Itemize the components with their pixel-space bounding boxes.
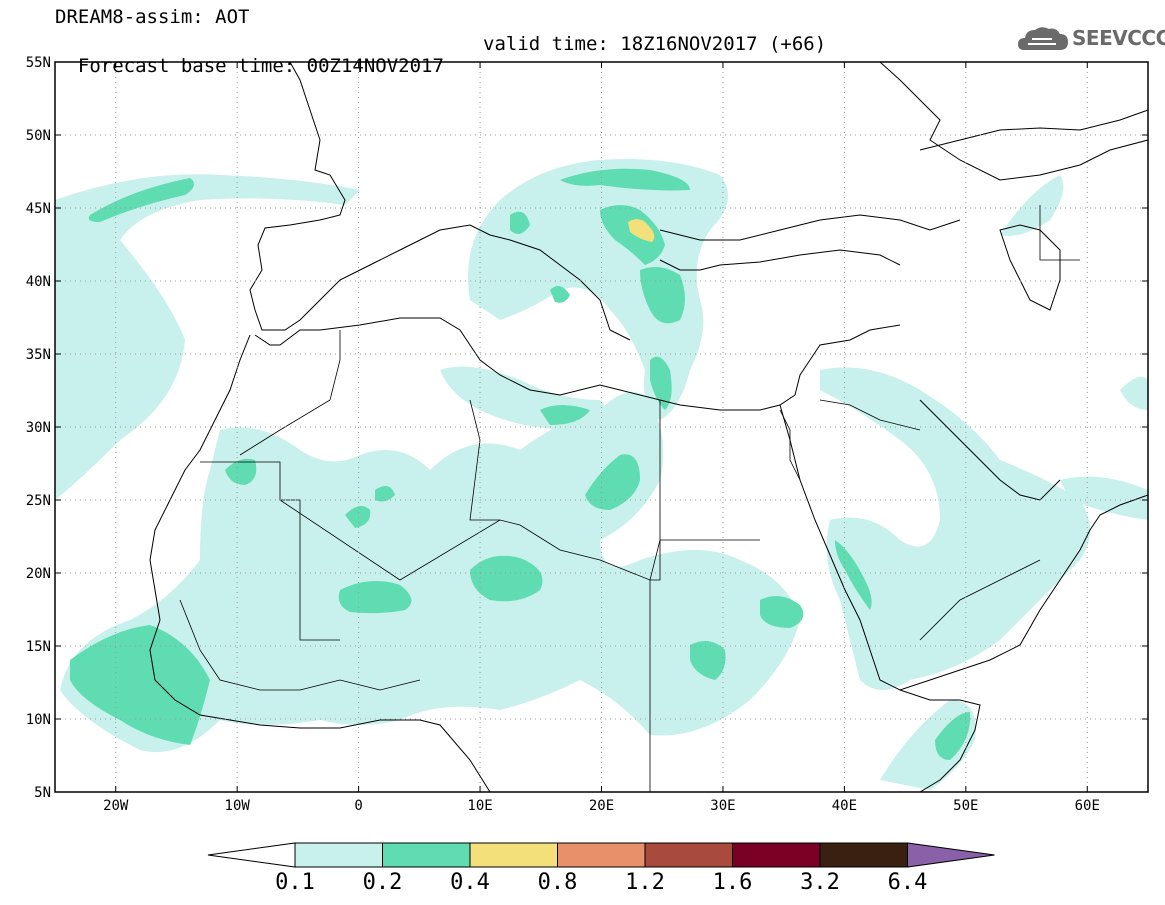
colorbar-tick-label: 0.4 [450, 870, 490, 895]
colorbar-tick-label: 1.6 [712, 870, 753, 895]
lon-label: 10E [467, 798, 492, 814]
colorbar-tick-label: 0.1 [275, 870, 315, 895]
colorbar-tick-label: 6.4 [887, 870, 928, 895]
colorbar-tick-label: 0.8 [537, 870, 578, 895]
lat-label: 50N [26, 128, 51, 144]
lat-label: 20N [26, 566, 51, 582]
colorbar-segment [557, 842, 646, 868]
colorbar-low-arrow [207, 842, 296, 868]
lat-label: 15N [26, 639, 51, 655]
colorbar [207, 842, 995, 868]
map-title: DREAM8-assim: AOT [55, 6, 250, 28]
grid-lines [55, 62, 1148, 792]
lon-label: 40E [832, 798, 857, 814]
colorbar-tick-label: 3.2 [800, 870, 840, 895]
logo-text: SEEVCCC [1072, 26, 1165, 50]
coastlines [149, 62, 1148, 792]
colorbar-tick-label: 0.2 [362, 870, 403, 895]
lon-label: 20W [103, 798, 129, 814]
lon-label: 20E [589, 798, 614, 814]
colorbar-high-arrow [907, 842, 995, 868]
seevccc-cloud-logo-icon [1018, 27, 1068, 50]
colorbar-segment [469, 842, 558, 868]
lat-label: 55N [26, 55, 51, 71]
colorbar-segment [732, 842, 821, 868]
lon-label: 10W [225, 798, 251, 814]
axis-ticks: 55N 50N 45N 40N 35N 30N 25N 20N 15N 10N 5N 20W 10W 0 1… [26, 55, 1148, 814]
colorbar-tick-label: 1.2 [625, 870, 665, 895]
lat-label: 45N [26, 201, 51, 217]
forecast-base-time: Forecast base time: 00Z14NOV2017 [77, 55, 444, 77]
colorbar-segment [819, 842, 908, 868]
colorbar-segment [644, 842, 733, 868]
colorbar-segment [382, 842, 471, 868]
lat-label: 35N [26, 347, 51, 363]
valid-time: valid time: 18Z16NOV2017 (+66) [483, 33, 827, 55]
time-info: Forecast base time: 00Z14NOV2017 valid t… [55, 33, 826, 99]
colorbar-segment [294, 842, 383, 868]
aot-field [55, 159, 1148, 790]
lon-label: 50E [953, 798, 978, 814]
lat-label: 30N [26, 420, 51, 436]
lat-label: 10N [26, 712, 51, 728]
political-borders [179, 205, 1080, 792]
lat-label: 5N [34, 785, 51, 801]
lon-label: 0 [354, 798, 362, 814]
lat-label: 25N [26, 493, 51, 509]
aot-level-0-4 [628, 219, 655, 242]
lon-label: 30E [710, 798, 735, 814]
lon-label: 60E [1075, 798, 1100, 814]
lat-label: 40N [26, 274, 51, 290]
